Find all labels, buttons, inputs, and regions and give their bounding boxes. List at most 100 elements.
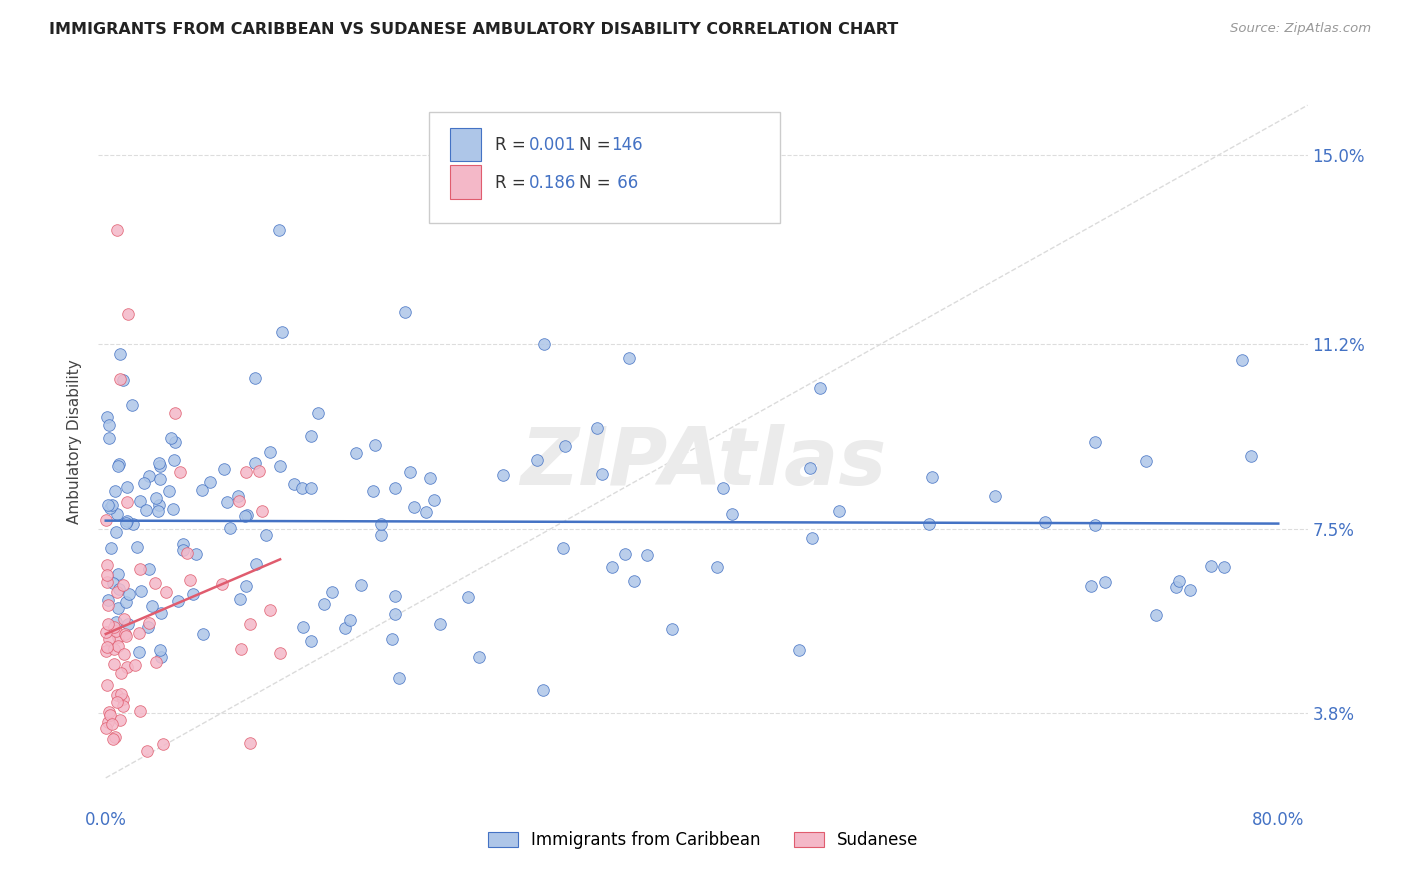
Point bbox=[141, 599, 163, 614]
Point bbox=[1232, 352, 1254, 367]
Text: ZIPAtlas: ZIPAtlas bbox=[520, 425, 886, 502]
Point bbox=[169, 466, 191, 480]
Point bbox=[419, 471, 441, 485]
Point bbox=[104, 624, 127, 639]
Point bbox=[128, 562, 150, 576]
Point bbox=[149, 649, 172, 664]
Point bbox=[97, 599, 120, 613]
Point bbox=[384, 607, 406, 621]
Point bbox=[97, 705, 120, 719]
Point bbox=[394, 305, 416, 319]
Point bbox=[617, 351, 640, 365]
Point bbox=[290, 481, 312, 495]
Point bbox=[636, 549, 658, 563]
Point bbox=[107, 600, 129, 615]
Point bbox=[721, 507, 744, 521]
Legend: Immigrants from Caribbean, Sudanese: Immigrants from Caribbean, Sudanese bbox=[481, 824, 925, 856]
Point bbox=[1180, 583, 1202, 598]
Point bbox=[533, 337, 555, 351]
Point bbox=[104, 615, 127, 629]
Text: 0.186: 0.186 bbox=[529, 174, 576, 192]
Point bbox=[184, 548, 207, 562]
Point bbox=[136, 744, 159, 758]
Point bbox=[551, 541, 574, 555]
Point bbox=[269, 223, 291, 237]
Point bbox=[107, 630, 129, 644]
Point bbox=[101, 731, 124, 746]
Point bbox=[96, 721, 118, 735]
Point bbox=[384, 589, 406, 603]
Point bbox=[145, 491, 167, 505]
Point bbox=[105, 507, 128, 521]
Point bbox=[103, 620, 125, 634]
Point bbox=[115, 480, 138, 494]
Point bbox=[921, 470, 943, 484]
Point bbox=[159, 483, 181, 498]
Point bbox=[105, 695, 128, 709]
Point bbox=[984, 490, 1007, 504]
Point bbox=[114, 626, 136, 640]
Point bbox=[122, 516, 145, 531]
Point bbox=[112, 612, 135, 626]
Point bbox=[108, 347, 131, 361]
Point bbox=[233, 509, 256, 524]
Point bbox=[112, 647, 135, 661]
Point bbox=[1201, 559, 1223, 574]
Point bbox=[115, 659, 138, 673]
Point bbox=[97, 592, 120, 607]
Point bbox=[108, 713, 131, 727]
Point bbox=[115, 514, 138, 528]
Point bbox=[423, 493, 446, 508]
Point bbox=[96, 514, 118, 528]
Point bbox=[191, 483, 214, 498]
Point bbox=[128, 645, 150, 659]
Point bbox=[235, 465, 257, 479]
Point bbox=[149, 458, 172, 473]
Point bbox=[364, 438, 387, 452]
Point bbox=[97, 617, 120, 632]
Point bbox=[531, 683, 554, 698]
Point bbox=[259, 603, 281, 617]
Text: N =: N = bbox=[579, 174, 616, 192]
Point bbox=[1035, 515, 1057, 529]
Point bbox=[167, 594, 190, 608]
Point bbox=[138, 562, 160, 576]
Point bbox=[96, 644, 118, 658]
Point bbox=[247, 464, 270, 478]
Point bbox=[181, 587, 204, 601]
Point bbox=[1168, 574, 1191, 588]
Point bbox=[299, 633, 322, 648]
Point bbox=[314, 597, 336, 611]
Point bbox=[96, 574, 118, 589]
Point bbox=[228, 494, 250, 508]
Point bbox=[112, 698, 135, 713]
Point bbox=[283, 477, 305, 491]
Point bbox=[112, 373, 135, 387]
Point bbox=[245, 558, 267, 572]
Point bbox=[155, 585, 177, 599]
Point bbox=[128, 625, 150, 640]
Point bbox=[661, 622, 683, 636]
Point bbox=[554, 439, 576, 453]
Point bbox=[98, 708, 121, 723]
Point bbox=[100, 541, 122, 556]
Point bbox=[292, 620, 315, 634]
Point bbox=[115, 494, 138, 508]
Point bbox=[105, 688, 128, 702]
Point bbox=[245, 456, 267, 470]
Point bbox=[96, 625, 118, 640]
Point bbox=[111, 692, 134, 706]
Point bbox=[254, 528, 277, 542]
Text: N =: N = bbox=[579, 136, 616, 154]
Point bbox=[96, 640, 118, 654]
Point bbox=[344, 445, 367, 459]
Text: 146: 146 bbox=[612, 136, 643, 154]
Point bbox=[370, 517, 392, 532]
Text: R =: R = bbox=[495, 136, 531, 154]
Point bbox=[614, 547, 637, 561]
Point bbox=[107, 458, 129, 473]
Point bbox=[179, 573, 201, 587]
Point bbox=[107, 582, 129, 596]
Point bbox=[1135, 454, 1157, 468]
Point bbox=[239, 617, 262, 632]
